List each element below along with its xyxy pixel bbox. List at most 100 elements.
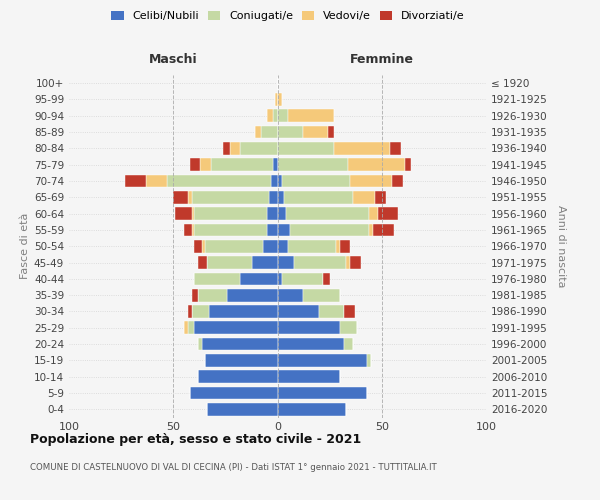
Bar xyxy=(275,93,277,106)
Bar xyxy=(277,338,344,350)
Bar xyxy=(240,272,277,285)
Bar xyxy=(277,256,294,269)
Bar xyxy=(267,224,277,236)
Text: Maschi: Maschi xyxy=(149,53,197,66)
Bar xyxy=(369,208,377,220)
Bar xyxy=(369,224,373,236)
Bar xyxy=(206,256,253,269)
Bar xyxy=(277,158,349,171)
Bar xyxy=(277,191,284,203)
Bar xyxy=(367,354,371,367)
Bar xyxy=(205,240,263,252)
Bar xyxy=(261,126,277,138)
Bar xyxy=(175,208,192,220)
Bar xyxy=(271,174,277,188)
Bar xyxy=(344,305,355,318)
Bar xyxy=(188,322,194,334)
Bar xyxy=(277,305,319,318)
Bar xyxy=(277,370,340,383)
Bar xyxy=(198,338,202,350)
Bar xyxy=(192,191,269,203)
Bar xyxy=(340,322,357,334)
Bar xyxy=(302,126,328,138)
Text: COMUNE DI CASTELNUOVO DI VAL DI CECINA (PI) - Dati ISTAT 1° gennaio 2021 - TUTTI: COMUNE DI CASTELNUOVO DI VAL DI CECINA (… xyxy=(30,464,437,472)
Bar xyxy=(334,142,390,155)
Bar xyxy=(240,142,277,155)
Bar xyxy=(230,142,240,155)
Text: Popolazione per età, sesso e stato civile - 2021: Popolazione per età, sesso e stato civil… xyxy=(30,432,361,446)
Bar xyxy=(294,256,346,269)
Bar xyxy=(390,142,401,155)
Bar xyxy=(194,224,267,236)
Y-axis label: Anni di nascita: Anni di nascita xyxy=(556,205,566,288)
Bar xyxy=(353,191,376,203)
Bar xyxy=(350,256,361,269)
Bar xyxy=(328,126,334,138)
Bar xyxy=(192,208,194,220)
Bar xyxy=(200,158,211,171)
Bar xyxy=(286,208,369,220)
Bar xyxy=(277,240,288,252)
Bar xyxy=(198,370,277,383)
Bar xyxy=(349,158,404,171)
Bar xyxy=(281,272,323,285)
Bar xyxy=(277,142,334,155)
Bar xyxy=(190,386,277,400)
Bar xyxy=(302,289,340,302)
Bar xyxy=(202,240,205,252)
Bar xyxy=(344,338,353,350)
Bar xyxy=(194,240,202,252)
Bar xyxy=(194,322,277,334)
Bar xyxy=(146,174,167,188)
Bar xyxy=(192,289,198,302)
Bar xyxy=(277,208,286,220)
Text: Femmine: Femmine xyxy=(350,53,414,66)
Bar xyxy=(277,322,340,334)
Bar xyxy=(192,224,194,236)
Bar xyxy=(377,208,398,220)
Bar xyxy=(373,224,394,236)
Bar xyxy=(323,272,329,285)
Bar xyxy=(277,272,281,285)
Y-axis label: Fasce di età: Fasce di età xyxy=(20,213,30,280)
Bar xyxy=(267,208,277,220)
Bar xyxy=(190,158,200,171)
Bar xyxy=(223,142,230,155)
Bar xyxy=(206,403,277,415)
Bar xyxy=(277,174,281,188)
Bar xyxy=(336,240,340,252)
Bar xyxy=(281,174,350,188)
Bar xyxy=(277,224,290,236)
Bar xyxy=(194,208,267,220)
Bar xyxy=(277,354,367,367)
Bar xyxy=(277,289,302,302)
Bar xyxy=(288,240,336,252)
Bar xyxy=(167,174,271,188)
Bar xyxy=(392,174,403,188)
Bar xyxy=(205,354,277,367)
Bar xyxy=(274,110,277,122)
Bar xyxy=(346,256,350,269)
Bar xyxy=(188,305,192,318)
Bar xyxy=(194,272,240,285)
Bar xyxy=(198,289,227,302)
Bar xyxy=(173,191,188,203)
Bar xyxy=(125,174,146,188)
Bar xyxy=(253,256,277,269)
Bar xyxy=(284,191,353,203)
Bar xyxy=(290,224,369,236)
Bar xyxy=(198,256,206,269)
Bar xyxy=(277,110,288,122)
Bar xyxy=(274,158,277,171)
Bar xyxy=(263,240,277,252)
Bar xyxy=(192,305,209,318)
Bar xyxy=(288,110,334,122)
Bar xyxy=(277,93,281,106)
Bar xyxy=(376,191,386,203)
Bar xyxy=(202,338,277,350)
Bar xyxy=(184,322,188,334)
Bar xyxy=(277,403,346,415)
Bar xyxy=(209,305,277,318)
Bar xyxy=(319,305,344,318)
Bar xyxy=(277,386,367,400)
